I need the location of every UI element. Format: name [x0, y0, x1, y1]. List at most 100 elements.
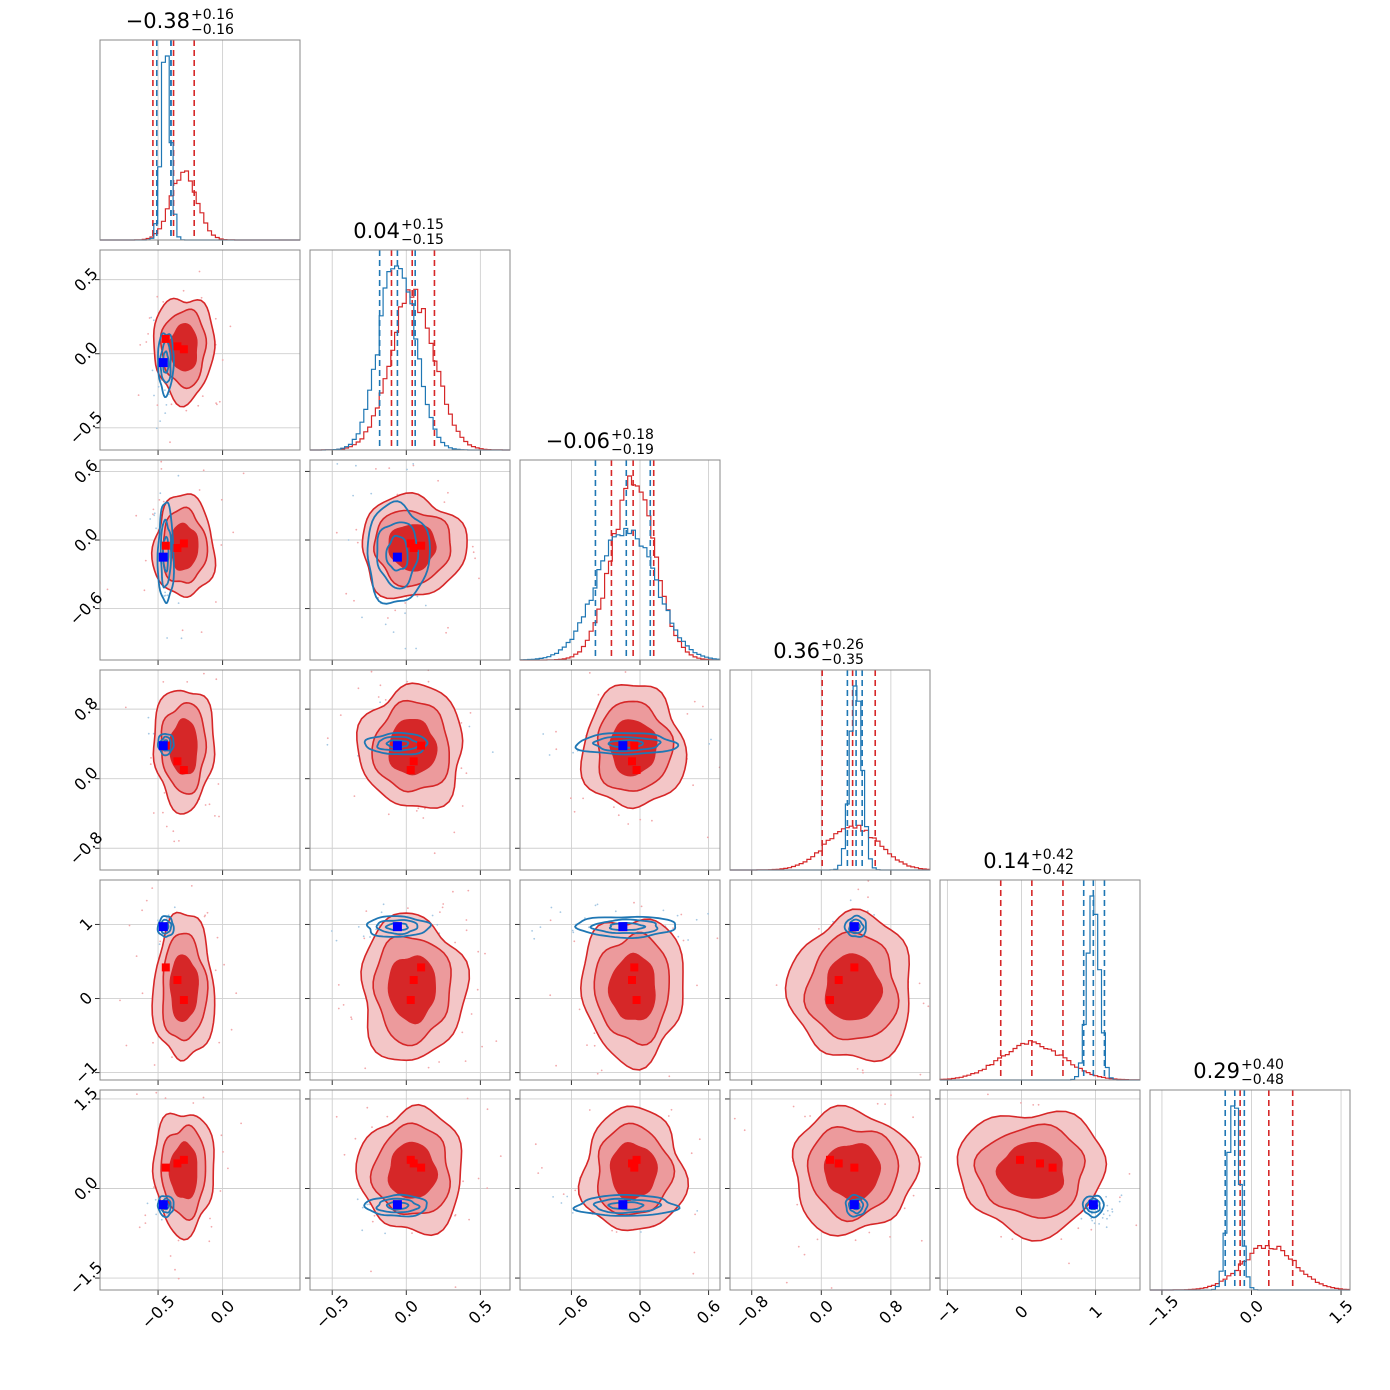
blue-contour-3: [384, 922, 409, 932]
red-histogram: [939, 1040, 1140, 1081]
red-sample-point: [153, 1186, 155, 1189]
y-tick-label: 1: [76, 914, 97, 935]
red-sample-point: [162, 681, 165, 683]
blue-sample-point: [550, 906, 553, 909]
y-tick-label: −1: [71, 1058, 101, 1088]
blue-sample-point: [357, 926, 360, 928]
red-sample-point: [350, 1018, 353, 1020]
blue-contour-1: [363, 731, 429, 756]
panel-frame: [309, 249, 511, 451]
blue-sample-point: [559, 911, 562, 913]
red-sample-point: [460, 722, 463, 724]
red-sample-point: [353, 795, 356, 797]
blue-truth-marker: [158, 1200, 168, 1210]
red-truth-marker: [406, 1155, 415, 1164]
blue-sample-point: [584, 917, 586, 919]
blue-sample-point: [571, 1212, 574, 1214]
red-sample-point: [927, 1005, 930, 1008]
panel-5-1: −0.5 0.0 0.5: [305, 1089, 511, 1332]
red-truth-marker: [179, 345, 188, 354]
red-sample-point: [670, 1108, 673, 1111]
red-sample-point: [216, 936, 219, 939]
red-sample-point: [214, 815, 216, 817]
red-sample-point: [242, 472, 245, 475]
blue-contour-3: [385, 739, 410, 749]
blue-contour-1: [156, 915, 175, 938]
red-sample-point: [396, 493, 399, 496]
x-tick-label: 1.5: [1325, 1296, 1356, 1327]
red-sample-point: [164, 1097, 167, 1100]
panel-title-value: 0.04: [353, 219, 400, 243]
red-sample-point: [1000, 1235, 1002, 1238]
red-sample-point: [159, 940, 162, 943]
blue-contour-1: [572, 1194, 681, 1217]
blue-sample-point: [147, 732, 150, 735]
blue-sample-point: [596, 903, 599, 906]
blue-sample-point: [404, 647, 407, 650]
red-sample-point: [682, 939, 685, 942]
blue-sample-point: [696, 1210, 699, 1212]
blue-sample-point: [361, 616, 363, 619]
red-truth-marker: [834, 1159, 843, 1168]
red-sample-point: [640, 905, 643, 908]
blue-sample-point: [1106, 1204, 1109, 1207]
red-sample-point: [586, 1044, 588, 1046]
red-truth-marker: [628, 1159, 636, 1168]
red-sample-point: [135, 955, 138, 957]
blue-sample-point: [431, 914, 434, 917]
blue-contour-1: [157, 732, 175, 757]
red-sample-point: [447, 626, 449, 629]
red-sample-point: [690, 1152, 693, 1155]
red-sample-point: [156, 404, 159, 406]
blue-truth-marker: [849, 922, 859, 932]
red-sample-point: [200, 296, 203, 299]
x-tick-label: 0: [1011, 1302, 1032, 1323]
blue-sample-point: [539, 926, 542, 928]
red-truth-marker: [179, 539, 188, 548]
red-sample-point: [469, 712, 472, 714]
panel-title-minus: −0.42: [1031, 862, 1074, 878]
red-sample-point: [171, 1056, 173, 1058]
red-sample-point: [593, 1044, 596, 1047]
red-truth-marker: [406, 539, 415, 548]
panel-title-value: 0.29: [1193, 1059, 1240, 1083]
blue-sample-point: [153, 514, 156, 517]
blue-sample-point: [1102, 1213, 1105, 1216]
red-sample-point: [370, 1270, 372, 1273]
blue-contour-1: [574, 732, 680, 756]
blue-sample-point: [165, 404, 168, 406]
blue-contour-2: [591, 736, 662, 753]
red-sample-point: [918, 982, 921, 985]
blue-sample-point: [1105, 1226, 1108, 1229]
red-contour-3: [387, 955, 437, 1025]
red-sample-point: [433, 852, 436, 855]
red-sample-point: [465, 772, 468, 775]
red-sample-point: [617, 814, 620, 817]
red-sample-point: [198, 270, 201, 273]
red-sample-point: [160, 460, 163, 463]
panel-frame: [519, 879, 721, 1081]
red-sample-point: [854, 1239, 857, 1242]
blue-sample-point: [1101, 1217, 1104, 1219]
blue-contour-1: [156, 501, 175, 605]
blue-contour-2: [589, 918, 659, 935]
red-sample-point: [215, 601, 217, 603]
red-sample-point: [574, 1189, 577, 1192]
red-sample-point: [128, 924, 131, 927]
red-sample-point: [124, 706, 127, 709]
blue-sample-point: [404, 612, 406, 615]
x-tick-label: 0.5: [465, 1296, 496, 1327]
blue-sample-point: [1098, 1223, 1100, 1225]
red-sample-point: [912, 1194, 915, 1197]
red-sample-point: [155, 1091, 158, 1094]
panel-frame: [309, 669, 511, 871]
blue-sample-point: [1105, 1195, 1107, 1198]
blue-sample-point: [180, 637, 183, 640]
blue-contour-2: [592, 1197, 663, 1214]
red-truth-marker: [1036, 1159, 1044, 1168]
red-sample-point: [857, 888, 860, 891]
blue-sample-point: [150, 316, 153, 319]
red-sample-point: [178, 840, 180, 842]
red-sample-point: [235, 992, 238, 995]
red-truth-marker: [179, 1155, 188, 1164]
